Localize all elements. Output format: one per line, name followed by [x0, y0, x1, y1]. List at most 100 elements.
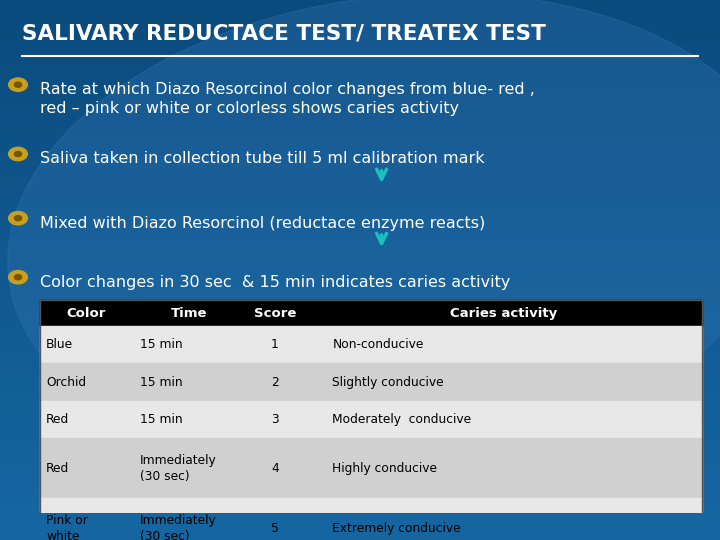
Bar — [0, 462, 720, 472]
Bar — [0, 92, 720, 103]
Text: SALIVARY REDUCTACE TEST/ TREATEX TEST: SALIVARY REDUCTACE TEST/ TREATEX TEST — [22, 23, 546, 43]
Bar — [0, 483, 720, 493]
Text: 15 min: 15 min — [140, 338, 183, 351]
Text: Extremely conducive: Extremely conducive — [333, 522, 461, 535]
Bar — [0, 503, 720, 514]
Bar — [245, 300, 305, 326]
Bar — [0, 164, 720, 174]
Bar — [0, 287, 720, 298]
Ellipse shape — [8, 0, 720, 469]
Bar — [245, 401, 305, 438]
Text: 4: 4 — [271, 462, 279, 475]
Text: Color changes in 30 sec  & 15 min indicates caries activity: Color changes in 30 sec & 15 min indicat… — [40, 275, 510, 289]
Text: Mixed with Diazo Resorcinol (reductace enzyme reacts): Mixed with Diazo Resorcinol (reductace e… — [40, 215, 485, 231]
Bar — [0, 31, 720, 41]
Circle shape — [14, 151, 22, 157]
Bar — [0, 103, 720, 113]
Text: Pink or
white: Pink or white — [46, 514, 88, 540]
Bar — [0, 133, 720, 144]
Bar — [0, 472, 720, 483]
Bar — [132, 498, 245, 540]
Bar — [245, 498, 305, 540]
Bar — [40, 326, 132, 363]
Text: Orchid: Orchid — [46, 376, 86, 389]
Bar — [0, 0, 720, 10]
Bar — [0, 431, 720, 442]
Bar — [305, 401, 702, 438]
Text: 3: 3 — [271, 413, 279, 426]
Text: Blue: Blue — [46, 338, 73, 351]
Bar — [0, 256, 720, 267]
Bar — [0, 359, 720, 369]
Bar — [40, 363, 132, 401]
Text: Immediately
(30 sec): Immediately (30 sec) — [140, 454, 217, 483]
Text: Red: Red — [46, 462, 69, 475]
Bar — [245, 438, 305, 498]
Text: Caries activity: Caries activity — [450, 307, 557, 320]
Bar — [40, 300, 702, 540]
Bar — [0, 205, 720, 215]
Text: Color: Color — [66, 307, 106, 320]
Text: 15 min: 15 min — [140, 376, 183, 389]
Bar — [0, 226, 720, 236]
Bar — [0, 442, 720, 452]
Bar — [0, 246, 720, 256]
Bar — [245, 363, 305, 401]
Bar — [0, 380, 720, 390]
Bar — [132, 300, 245, 326]
Bar — [0, 267, 720, 277]
Bar — [0, 328, 720, 339]
Bar — [0, 349, 720, 359]
Text: 5: 5 — [271, 522, 279, 535]
Bar — [40, 300, 132, 326]
Bar — [0, 82, 720, 92]
Bar — [132, 363, 245, 401]
Bar — [0, 236, 720, 246]
Circle shape — [14, 215, 22, 221]
Bar — [0, 185, 720, 195]
Bar — [0, 339, 720, 349]
Text: 15 min: 15 min — [140, 413, 183, 426]
Text: Moderately  conducive: Moderately conducive — [333, 413, 472, 426]
Bar — [0, 72, 720, 82]
Bar — [0, 493, 720, 503]
Bar — [0, 369, 720, 380]
Bar — [305, 363, 702, 401]
Bar — [0, 174, 720, 185]
Bar — [40, 438, 132, 498]
Text: Red: Red — [46, 413, 69, 426]
Bar — [132, 401, 245, 438]
Bar — [0, 277, 720, 287]
Circle shape — [14, 275, 22, 280]
Bar — [305, 498, 702, 540]
Bar — [0, 215, 720, 226]
Text: 1: 1 — [271, 338, 279, 351]
Bar — [0, 10, 720, 21]
Circle shape — [9, 147, 27, 161]
Text: Non-conducive: Non-conducive — [333, 338, 424, 351]
Bar — [305, 326, 702, 363]
Bar — [0, 51, 720, 62]
Bar — [305, 300, 702, 326]
Circle shape — [9, 212, 27, 225]
Bar — [0, 308, 720, 318]
Bar — [0, 318, 720, 328]
Bar — [0, 452, 720, 462]
Text: Rate at which Diazo Resorcinol color changes from blue- red ,
red – pink or whit: Rate at which Diazo Resorcinol color cha… — [40, 82, 534, 116]
Bar — [0, 113, 720, 123]
Text: Time: Time — [171, 307, 207, 320]
Text: Saliva taken in collection tube till 5 ml calibration mark: Saliva taken in collection tube till 5 m… — [40, 151, 485, 166]
Circle shape — [14, 82, 22, 87]
Bar — [0, 154, 720, 164]
Bar — [40, 401, 132, 438]
Bar — [0, 411, 720, 421]
Bar — [0, 21, 720, 31]
Text: Score: Score — [253, 307, 296, 320]
Bar — [0, 123, 720, 133]
Bar — [0, 144, 720, 154]
Bar — [40, 498, 132, 540]
Bar — [0, 195, 720, 205]
Text: Highly conducive: Highly conducive — [333, 462, 437, 475]
Bar — [132, 326, 245, 363]
Circle shape — [9, 271, 27, 284]
